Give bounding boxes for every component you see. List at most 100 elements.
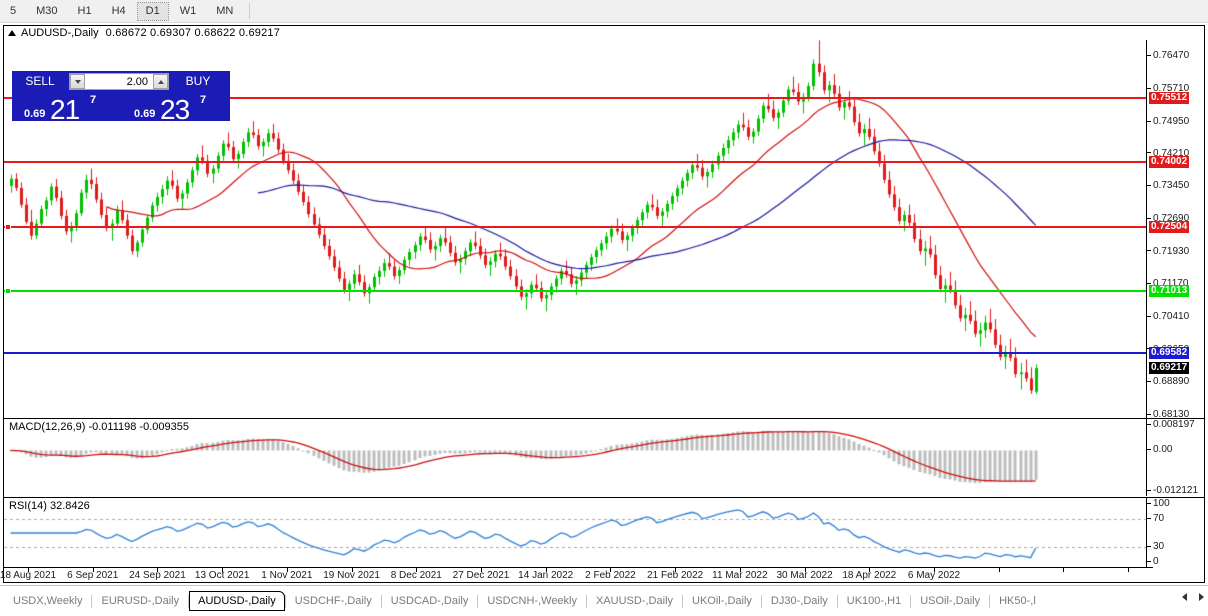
time-label: 6 May 2022 xyxy=(907,570,961,581)
tab-separator xyxy=(910,594,912,608)
timeframe-buttons: 5 M30 H1 H4 D1 W1 MN xyxy=(0,0,256,22)
macd-scale: 0.008197 0.00 -0.012121 xyxy=(1146,419,1204,496)
price-tick: 0.68130 xyxy=(1147,409,1189,420)
price-level-label[interactable]: 0.69582 xyxy=(1149,346,1190,359)
chart-tab[interactable]: HK50-,l xyxy=(999,595,1036,607)
level-line[interactable] xyxy=(4,351,1153,354)
tab-separator xyxy=(836,594,838,608)
tab-separator xyxy=(284,594,286,608)
price-level-label[interactable]: 0.72504 xyxy=(1149,220,1190,233)
buy-button-label[interactable]: BUY xyxy=(185,74,211,88)
time-label: 18 Aug 2021 xyxy=(0,570,57,581)
sell-price-base: 0.69 xyxy=(24,108,46,120)
price-tick: 0.70410 xyxy=(1147,311,1189,322)
timeframe-d1-button[interactable]: D1 xyxy=(136,1,169,21)
chart-tab[interactable]: USDX,Weekly xyxy=(13,595,83,607)
rsi-tick: 70 xyxy=(1147,513,1164,524)
time-tick xyxy=(28,568,29,572)
chart-ohlc-values: 0.68672 0.69307 0.68622 0.69217 xyxy=(105,27,281,39)
tab-scroll-arrows xyxy=(1182,593,1204,601)
time-tick xyxy=(804,568,806,572)
buy-price-button[interactable]: 0.69 23 7 xyxy=(122,93,230,125)
price-level-label[interactable]: 0.71013 xyxy=(1149,285,1190,297)
rsi-tick: 100 xyxy=(1147,498,1170,509)
level-line[interactable] xyxy=(4,161,1153,164)
volume-increase-icon[interactable] xyxy=(153,74,168,89)
timeframe-w1-button[interactable]: W1 xyxy=(179,4,197,17)
tab-separator xyxy=(682,594,684,608)
level-line[interactable] xyxy=(4,225,1153,228)
one-click-trading-panel[interactable]: SELL 2.00 BUY 0.69 21 7 0.69 23 7 xyxy=(12,71,230,125)
time-label: 21 Feb 2022 xyxy=(647,570,704,581)
price-tick: 0.74950 xyxy=(1147,116,1189,127)
chart-window: AUDUSD-,Daily 0.68672 0.69307 0.68622 0.… xyxy=(0,25,1205,583)
timeframe-h1-button[interactable]: H1 xyxy=(77,4,92,17)
timeframe-h4-button[interactable]: H4 xyxy=(111,4,126,17)
chart-tab[interactable]: USDCNH-,Weekly xyxy=(487,595,577,607)
time-label: 11 Mar 2022 xyxy=(712,570,768,581)
tab-separator xyxy=(760,594,762,608)
time-tick xyxy=(222,568,224,572)
time-axis: 18 Aug 2021 6 Sep 2021 24 Sep 2021 13 Oct 2… xyxy=(0,567,1153,583)
volume-decrease-icon[interactable] xyxy=(70,74,85,89)
chart-tab[interactable]: UK100-,H1 xyxy=(846,595,902,607)
sell-price-button[interactable]: 0.69 21 7 xyxy=(12,93,122,125)
macd-pane[interactable]: MACD(12,26,9) -0.011198 -0.009355 0.0081… xyxy=(4,418,1204,496)
level-drag-handle[interactable] xyxy=(5,223,11,230)
chart-tab[interactable]: EURUSD-,Daily xyxy=(101,595,180,607)
macd-canvas xyxy=(4,419,1153,496)
collapse-triangle-icon[interactable] xyxy=(8,30,16,36)
macd-plot-area[interactable] xyxy=(4,419,1153,496)
timeframe-5-button[interactable]: 5 xyxy=(10,4,17,17)
time-tick xyxy=(286,568,288,572)
time-label: 8 Dec 2021 xyxy=(390,570,442,581)
time-tick xyxy=(351,568,353,572)
time-tick xyxy=(157,568,159,572)
sell-price-fraction: 7 xyxy=(90,94,97,106)
chart-tab[interactable]: XAUUSD-,Daily xyxy=(596,595,674,607)
price-level-label[interactable]: 0.74002 xyxy=(1149,156,1190,169)
time-label: 6 Sep 2021 xyxy=(67,570,119,581)
macd-label: MACD(12,26,9) -0.011198 -0.009355 xyxy=(9,421,189,433)
time-label: 2 Feb 2022 xyxy=(585,570,636,581)
price-pane[interactable]: 0.76470 0.75710 0.74950 0.74210 0.73450 0.726… xyxy=(4,40,1204,421)
chart-tabbar: USDX,Weekly EURUSD-,Daily AUDUSD-,Daily USD… xyxy=(0,585,1208,616)
price-tick: 0.68890 xyxy=(1147,376,1189,387)
rsi-pane[interactable]: RSI(14) 32.8426 100 70 30 0 xyxy=(4,497,1204,567)
time-tick xyxy=(92,568,94,572)
buy-price-base: 0.69 xyxy=(134,108,156,120)
tab-separator xyxy=(91,594,93,608)
chart-tab[interactable]: UKOil-,Daily xyxy=(692,595,752,607)
price-level-label[interactable]: 0.75512 xyxy=(1149,91,1190,104)
timeframe-toolbar: 5 M30 H1 H4 D1 W1 MN xyxy=(0,0,1208,23)
rsi-scale: 100 70 30 0 xyxy=(1146,498,1204,567)
chart-tab[interactable]: USDCAD-,Daily xyxy=(390,595,469,607)
chart-tab[interactable]: USOil-,Daily xyxy=(920,595,981,607)
tab-separator xyxy=(188,594,190,608)
timeframe-mn-button[interactable]: MN xyxy=(216,4,234,17)
volume-value[interactable]: 2.00 xyxy=(126,75,148,88)
level-line[interactable] xyxy=(4,96,1153,99)
level-line[interactable] xyxy=(4,290,1153,292)
chart-tab[interactable]: USDCHF-,Daily xyxy=(294,595,372,607)
macd-tick: 0.008197 xyxy=(1147,419,1195,430)
chart-tab[interactable]: DJ30-,Daily xyxy=(770,595,828,607)
chart-symbol-label: AUDUSD-,Daily xyxy=(21,27,99,39)
macd-tick: -0.012121 xyxy=(1147,485,1198,496)
time-label: 13 Oct 2021 xyxy=(194,570,250,581)
rsi-plot-area[interactable] xyxy=(4,498,1153,567)
scroll-left-icon[interactable] xyxy=(1182,593,1187,601)
volume-stepper[interactable]: 2.00 xyxy=(69,73,169,90)
price-level-label[interactable]: 0.69217 xyxy=(1149,362,1190,375)
buy-price-fraction: 7 xyxy=(200,94,207,106)
tab-separator xyxy=(380,594,382,608)
level-drag-handle[interactable] xyxy=(5,288,11,294)
price-scale[interactable]: 0.76470 0.75710 0.74950 0.74210 0.73450 0.726… xyxy=(1146,40,1204,421)
chart-tab[interactable]: AUDUSD-,Daily xyxy=(189,591,285,611)
time-label: 27 Dec 2021 xyxy=(452,570,510,581)
sell-button-label[interactable]: SELL xyxy=(25,74,55,88)
scroll-right-icon[interactable] xyxy=(1199,593,1204,601)
timeframe-m30-button[interactable]: M30 xyxy=(36,4,58,17)
price-tick: 0.72690 xyxy=(1147,213,1189,224)
